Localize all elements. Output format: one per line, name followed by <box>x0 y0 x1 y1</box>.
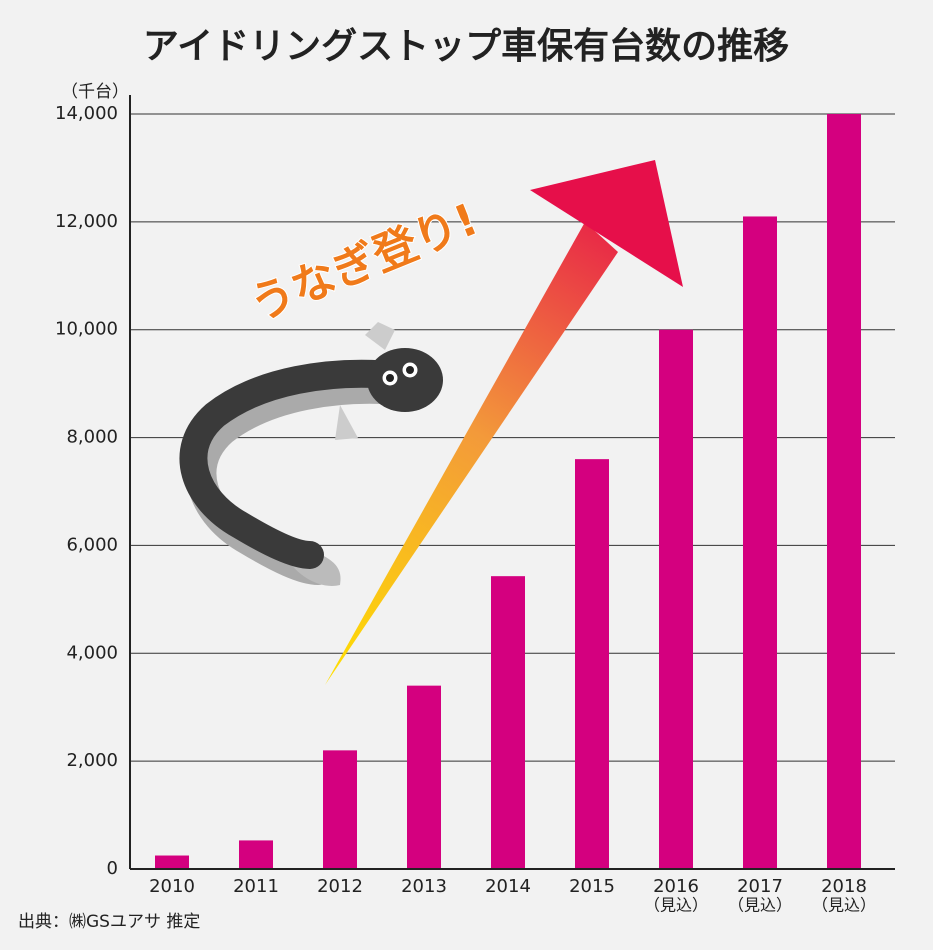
x-tick-label: 2014 <box>485 876 531 897</box>
bar <box>155 856 189 869</box>
y-tick-label: 14,000 <box>55 103 118 124</box>
y-tick-label: 8,000 <box>66 427 118 448</box>
x-tick-label: 2015 <box>569 876 615 897</box>
bar <box>827 114 861 869</box>
y-tick-label: 2,000 <box>66 750 118 771</box>
x-tick-label: 2011 <box>233 876 279 897</box>
source: 出典：㈱GSユアサ 推定 <box>18 912 200 932</box>
y-tick-label: 0 <box>107 858 118 879</box>
chart-title: アイドリングストップ車保有台数の推移 <box>143 26 789 67</box>
y-tick-label: 4,000 <box>66 642 118 663</box>
bar <box>323 750 357 869</box>
x-tick-label: 2012 <box>317 876 363 897</box>
bar <box>491 576 525 869</box>
y-tick-label: 6,000 <box>66 534 118 555</box>
bar <box>575 459 609 869</box>
bar <box>407 686 441 869</box>
page: アイドリングストップ車保有台数の推移 （千台） 出典：㈱GSユアサ 推定 うなぎ… <box>0 0 933 950</box>
y-tick-label: 10,000 <box>55 319 118 340</box>
x-tick-note: （見込） <box>812 896 876 915</box>
y-unit: （千台） <box>61 82 129 102</box>
x-tick-note: （見込） <box>644 896 708 915</box>
bar <box>743 216 777 869</box>
bar <box>239 840 273 869</box>
x-tick-note: （見込） <box>728 896 792 915</box>
x-tick-label: 2010 <box>149 876 195 897</box>
y-tick-label: 12,000 <box>55 211 118 232</box>
x-tick-label: 2016 <box>653 876 699 897</box>
bar <box>659 330 693 869</box>
x-tick-label: 2018 <box>821 876 867 897</box>
x-tick-label: 2013 <box>401 876 447 897</box>
x-tick-label: 2017 <box>737 876 783 897</box>
chart: アイドリングストップ車保有台数の推移 （千台） 出典：㈱GSユアサ 推定 うなぎ… <box>0 0 933 950</box>
